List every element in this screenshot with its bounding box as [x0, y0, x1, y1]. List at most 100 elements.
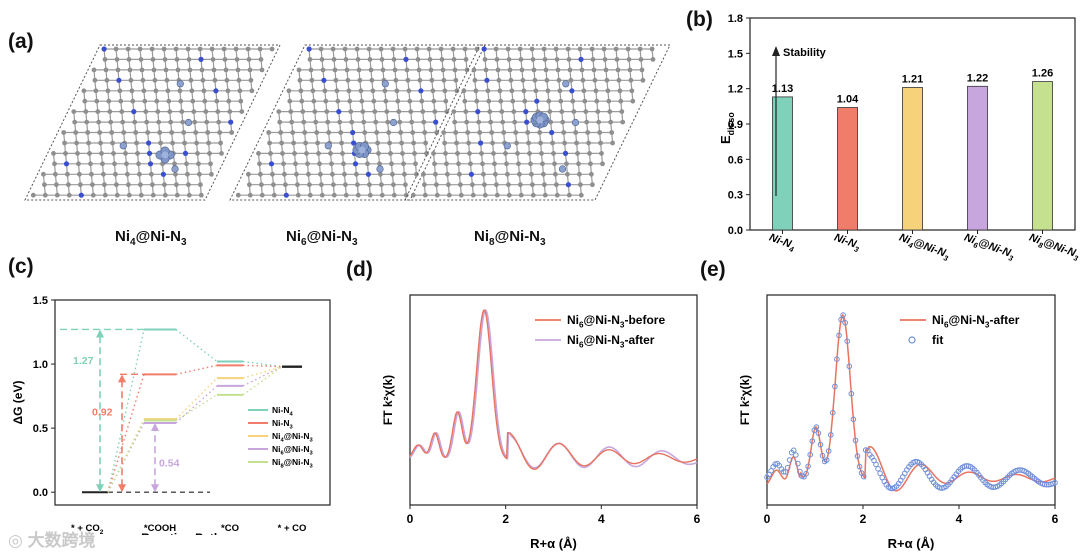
carbon-atom [198, 182, 203, 188]
carbon-atom [167, 109, 173, 114]
ni-atom [358, 146, 366, 154]
carbon-atom [303, 140, 308, 146]
carbon-atom [457, 171, 462, 177]
carbon-atom [537, 130, 543, 135]
nitrogen-atom [534, 98, 540, 104]
carbon-atom [291, 140, 296, 146]
carbon-atom [237, 88, 243, 94]
carbon-atom [499, 109, 505, 114]
carbon-atom [54, 192, 60, 198]
y-tick-label: 1.8 [728, 13, 743, 25]
carbon-atom [604, 77, 610, 83]
carbon-atom [637, 46, 643, 52]
nitrogen-atom [523, 109, 529, 115]
carbon-atom [326, 130, 332, 135]
carbon-atom [601, 46, 607, 52]
carbon-atom [431, 98, 437, 104]
legend-label: Ni-N3 [272, 418, 293, 431]
carbon-atom [384, 109, 390, 114]
carbon-atom [640, 77, 646, 83]
carbon-atom [165, 88, 171, 94]
carbon-atom [199, 67, 205, 73]
carbon-atom [156, 119, 162, 125]
structure-caption-3: Ni8@Ni-N3 [474, 228, 546, 248]
fit-point [828, 432, 834, 438]
carbon-atom [404, 67, 410, 73]
carbon-atom [293, 161, 298, 167]
x-tick-label: 6 [694, 512, 701, 526]
carbon-atom [432, 161, 437, 167]
carbon-atom [66, 192, 72, 198]
carbon-atom [63, 151, 68, 156]
carbon-atom [219, 151, 224, 156]
carbon-atom [267, 140, 272, 146]
carbon-atom [463, 57, 469, 62]
panel-label-d: (d) [346, 258, 373, 281]
carbon-atom [438, 46, 444, 52]
carbon-atom [41, 171, 46, 177]
carbon-atom [78, 182, 83, 188]
carbon-atom [403, 182, 408, 188]
carbon-atom [613, 46, 619, 52]
watermark: ◎ 大数跨境 [8, 531, 96, 550]
carbon-atom [468, 161, 473, 167]
carbon-atom [539, 151, 544, 156]
carbon-atom [341, 161, 346, 167]
carbon-atom [325, 119, 331, 125]
carbon-atom [195, 151, 200, 156]
carbon-atom [149, 46, 155, 52]
carbon-atom [323, 98, 329, 104]
gap-arrowhead-down [151, 484, 159, 493]
carbon-atom [110, 140, 115, 146]
carbon-atom [465, 130, 471, 135]
panel-label-e: (e) [700, 258, 726, 281]
carbon-atom [324, 109, 330, 114]
carbon-atom [530, 57, 536, 62]
gap-label: 0.54 [159, 458, 180, 470]
carbon-atom [77, 171, 82, 177]
carbon-atom [619, 109, 625, 114]
carbon-atom [355, 57, 361, 62]
ni-single-atom [381, 80, 389, 88]
carbon-atom [367, 57, 373, 62]
carbon-atom [193, 130, 199, 135]
legend-label: fit [932, 333, 943, 347]
carbon-atom [127, 67, 133, 73]
bar-value-label: 1.04 [837, 94, 859, 106]
carbon-atom [362, 130, 368, 135]
carbon-atom [113, 46, 119, 52]
carbon-atom [628, 77, 634, 83]
y-tick-label: 1.2 [728, 84, 743, 96]
nitrogen-atom [478, 140, 484, 146]
x-tick-label: 0 [764, 512, 771, 526]
carbon-atom [574, 140, 579, 146]
carbon-atom [599, 151, 604, 156]
connector [242, 364, 283, 368]
carbon-atom [391, 182, 396, 188]
carbon-atom [181, 130, 187, 135]
connector [242, 365, 283, 379]
gap-arrowhead-up [118, 374, 126, 383]
carbon-atom [117, 88, 123, 94]
carbon-atom [542, 192, 548, 198]
carbon-atom [107, 109, 113, 114]
carbon-atom [422, 192, 428, 198]
carbon-atom [247, 182, 252, 188]
fit-point [850, 416, 857, 423]
carbon-atom [345, 77, 351, 83]
carbon-atom [342, 171, 347, 177]
carbon-atom [428, 67, 434, 73]
carbon-atom [355, 192, 361, 198]
carbon-atom [202, 98, 208, 104]
carbon-atom [207, 151, 212, 156]
carbon-atom [307, 192, 313, 198]
carbon-atom [318, 171, 323, 177]
carbon-atom [259, 192, 265, 198]
carbon-atom [596, 119, 602, 125]
carbon-atom [288, 109, 294, 114]
carbon-atom [464, 67, 470, 73]
bar-value-label: 1.13 [772, 83, 793, 95]
fit-point [873, 461, 879, 468]
carbon-atom [500, 119, 506, 125]
carbon-atom [430, 88, 436, 94]
